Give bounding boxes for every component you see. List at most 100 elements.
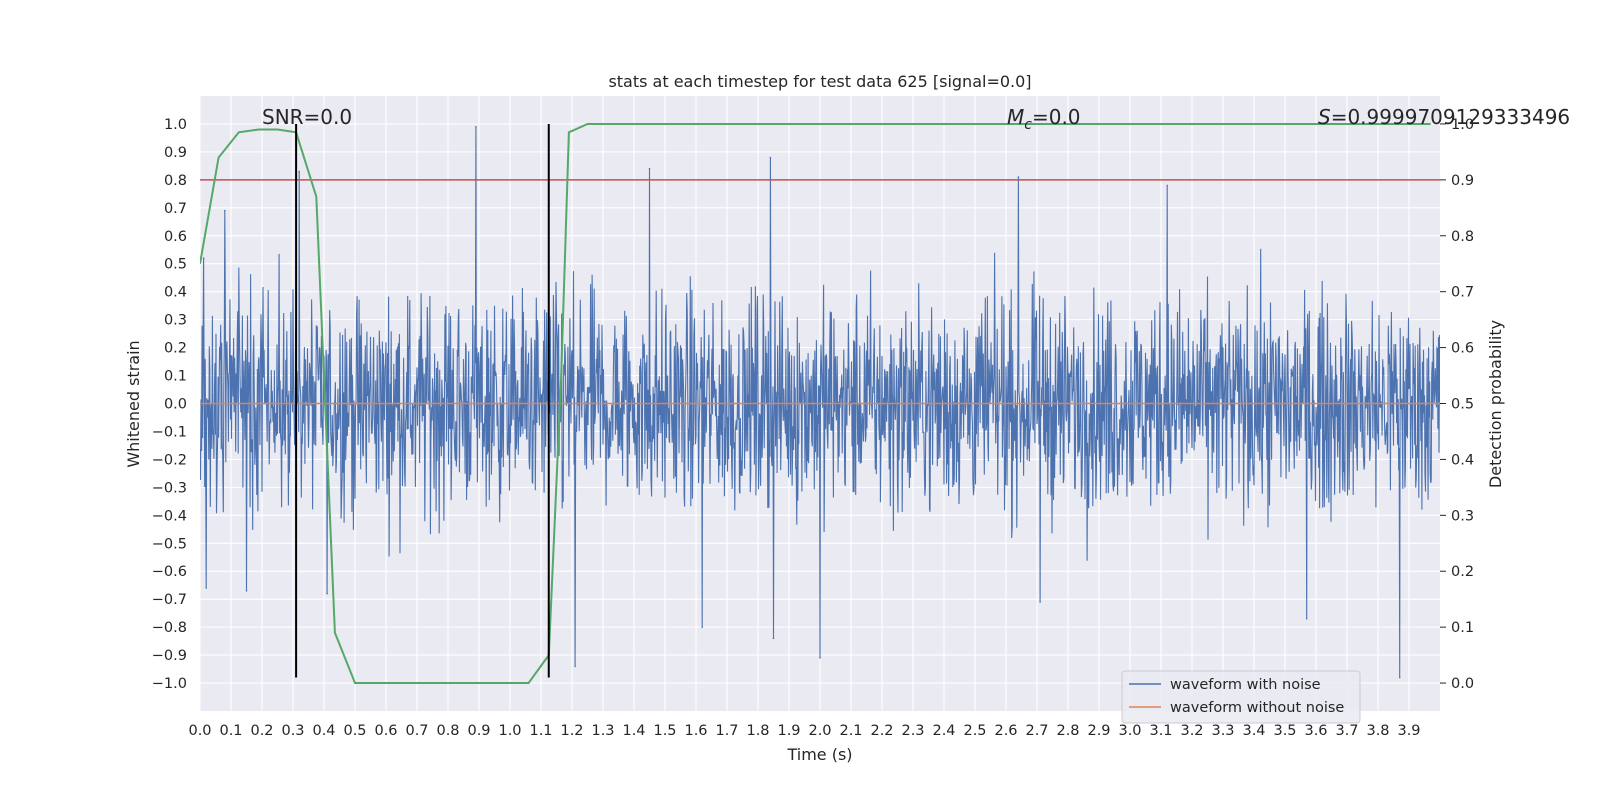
y-tick-label: −0.5: [152, 536, 187, 552]
x-tick-label: 2.3: [901, 723, 924, 739]
waveform-peak-point: [205, 587, 207, 589]
legend-label-clean: waveform without noise: [1170, 700, 1344, 716]
y2-tick-label: 0.8: [1451, 229, 1474, 245]
waveform-peak-point: [1305, 617, 1308, 620]
y2-axis-label: Detection probability: [1486, 320, 1505, 488]
waveform-peak-point: [326, 592, 328, 595]
axes-layer: 0.0 0.1 0.2 0.3 0.4 0.5 0.6 0.7 0.8 0.9 1.0 1.1 1.2 1…: [152, 117, 1474, 739]
waveform-peak-point: [819, 657, 821, 659]
y-tick-label: −0.4: [152, 508, 187, 524]
waveform-peak-point: [298, 170, 301, 173]
x-tick-label: 2.7: [1025, 723, 1048, 739]
x-tick-label: 2.4: [932, 723, 955, 739]
waveform-peak-point: [202, 257, 205, 259]
y-tick-label: 0.2: [164, 341, 187, 357]
y-tick-label: −0.1: [152, 424, 187, 440]
y-tick-label: −1.0: [152, 676, 187, 692]
x-tick-label: 1.3: [591, 723, 614, 739]
x-tick-label: 3.8: [1366, 723, 1389, 739]
x-tick-label: 0.9: [467, 723, 490, 739]
waveform-peak-point: [648, 167, 651, 170]
x-tick-label: 1.9: [777, 723, 800, 739]
y-tick-label: −0.2: [152, 452, 187, 468]
y-tick-label: 1.0: [164, 117, 187, 133]
y2-tick-label: 0.1: [1451, 620, 1474, 636]
x-tick-label: 2.0: [808, 723, 831, 739]
x-tick-label: 0.7: [405, 723, 428, 739]
s-annotation: S=0.9999709129333496: [1318, 105, 1570, 129]
y-axis-label: Whitened strain: [124, 340, 143, 467]
x-tick-label: 3.1: [1149, 723, 1172, 739]
x-tick-label: 3.9: [1397, 723, 1420, 739]
y-tick-label: 0.1: [164, 369, 187, 385]
y-tick-label: 0.7: [164, 201, 187, 217]
y-tick-label: 0.4: [164, 285, 187, 301]
y2-tick-label: 0.9: [1451, 173, 1474, 189]
x-tick-label: 2.1: [839, 723, 862, 739]
waveform-peak-point: [245, 589, 248, 592]
y-tick-label: 0.8: [164, 173, 187, 189]
s-symbol: S: [1318, 105, 1331, 129]
x-tick-label: 1.8: [746, 723, 769, 739]
x-tick-label: 3.7: [1335, 723, 1358, 739]
x-tick-label: 2.2: [870, 723, 893, 739]
y-tick-label: −0.6: [152, 564, 187, 580]
legend-box: [1121, 670, 1361, 724]
x-tick-label: 0.5: [343, 723, 366, 739]
x-tick-label: 3.2: [1180, 723, 1203, 739]
x-tick-label: 3.5: [1273, 723, 1296, 739]
mc-annotation: Mc=0.0: [1007, 105, 1081, 133]
x-tick-label: 3.6: [1304, 723, 1327, 739]
x-tick-label: 0.6: [374, 723, 397, 739]
x-tick-label: 1.7: [715, 723, 738, 739]
legend-label-noisy: waveform with noise: [1170, 677, 1321, 693]
mc-value: =0.0: [1032, 105, 1081, 129]
x-tick-label: 2.6: [994, 723, 1017, 739]
x-tick-label: 1.5: [653, 723, 676, 739]
waveform-peak-point: [701, 626, 703, 628]
y-tick-label: 0.0: [164, 397, 187, 413]
detection-probability-line: [200, 123, 1431, 684]
waveform-peak-point: [1398, 676, 1401, 679]
x-axis-label: Time (s): [786, 745, 852, 764]
waveform-peak-point: [1039, 601, 1041, 603]
x-tick-label: 3.3: [1211, 723, 1234, 739]
mc-symbol: M: [1007, 105, 1024, 129]
snr-annotation: SNR=0.0: [262, 105, 352, 129]
waveform-peak-point: [574, 665, 576, 668]
y2-tick-label: 0.3: [1451, 508, 1474, 524]
y-tick-label: 0.3: [164, 313, 187, 329]
y-tick-label: −0.8: [152, 620, 187, 636]
x-tick-label: 0.0: [188, 723, 211, 739]
legend: waveform with noise waveform without noi…: [1121, 670, 1361, 724]
x-tick-label: 3.4: [1242, 723, 1265, 739]
s-value: =0.9999709129333496: [1331, 105, 1570, 129]
x-tick-label: 0.4: [312, 723, 335, 739]
x-tick-label: 0.8: [436, 723, 459, 739]
waveform-peak-point: [224, 209, 226, 212]
y-tick-label: 0.9: [164, 145, 187, 161]
y2-tick-label: 0.2: [1451, 564, 1474, 580]
x-tick-label: 1.2: [560, 723, 583, 739]
waveform-peak-point: [769, 156, 772, 159]
y2-tick-label: 0.4: [1451, 452, 1474, 468]
y-tick-label: −0.9: [152, 648, 187, 664]
y2-tick-label: 0.0: [1451, 676, 1474, 692]
mc-subscript: c: [1024, 117, 1032, 133]
y2-tick-label: 0.7: [1451, 285, 1474, 301]
x-tick-label: 0.1: [219, 723, 242, 739]
waveform-peak-point: [1017, 176, 1020, 178]
y2-tick-label: 1.0: [1451, 117, 1474, 133]
x-tick-label: 1.4: [622, 723, 645, 739]
chart-title: stats at each timestep for test data 625…: [608, 72, 1031, 91]
y2-tick-label: 0.6: [1451, 341, 1474, 357]
x-tick-label: 0.2: [250, 723, 273, 739]
x-tick-label: 3.0: [1118, 723, 1141, 739]
data-layer: [200, 123, 1440, 684]
y-tick-label: −0.3: [152, 480, 187, 496]
x-tick-label: 1.0: [498, 723, 521, 739]
waveform-peak-point: [1166, 184, 1168, 187]
x-tick-label: 0.3: [281, 723, 304, 739]
waveform-peak-point: [475, 125, 477, 128]
